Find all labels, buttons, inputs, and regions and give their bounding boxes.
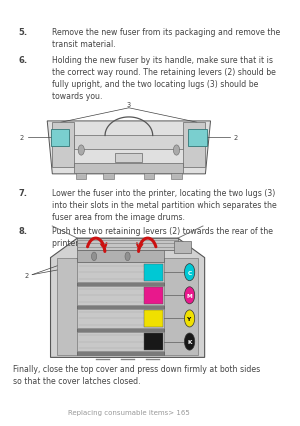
Text: Lower the fuser into the printer, locating the two lugs (3)
into their slots in : Lower the fuser into the printer, locati… xyxy=(52,188,276,222)
Polygon shape xyxy=(144,310,163,327)
Polygon shape xyxy=(77,332,164,351)
Circle shape xyxy=(184,333,195,350)
Polygon shape xyxy=(77,286,164,305)
Polygon shape xyxy=(188,130,207,147)
Polygon shape xyxy=(171,173,182,180)
Circle shape xyxy=(78,146,84,156)
Polygon shape xyxy=(144,287,163,304)
Polygon shape xyxy=(164,258,198,355)
Circle shape xyxy=(92,253,97,261)
Circle shape xyxy=(184,264,195,281)
Polygon shape xyxy=(77,239,178,250)
Text: 8.: 8. xyxy=(18,227,27,236)
Circle shape xyxy=(184,310,195,327)
Text: 3: 3 xyxy=(127,102,131,108)
Text: 2: 2 xyxy=(25,272,29,278)
Polygon shape xyxy=(57,258,77,355)
Polygon shape xyxy=(51,130,69,147)
Text: 6.: 6. xyxy=(18,55,27,64)
Polygon shape xyxy=(115,153,142,163)
Polygon shape xyxy=(77,263,164,282)
Polygon shape xyxy=(47,121,211,175)
Text: C: C xyxy=(188,270,192,275)
Text: 5.: 5. xyxy=(18,28,27,37)
Text: Y: Y xyxy=(188,316,192,321)
Polygon shape xyxy=(76,173,86,180)
Polygon shape xyxy=(144,264,163,281)
Polygon shape xyxy=(144,173,154,180)
Polygon shape xyxy=(50,239,205,357)
Polygon shape xyxy=(77,309,164,328)
Polygon shape xyxy=(144,333,163,350)
Polygon shape xyxy=(103,173,114,180)
Circle shape xyxy=(173,146,180,156)
Polygon shape xyxy=(175,241,191,253)
Text: K: K xyxy=(187,339,192,344)
Text: M: M xyxy=(187,293,193,298)
Circle shape xyxy=(125,253,130,261)
Text: Replacing consumable items> 165: Replacing consumable items> 165 xyxy=(68,409,190,415)
Circle shape xyxy=(184,287,195,304)
Polygon shape xyxy=(74,164,183,173)
Text: 2: 2 xyxy=(20,135,24,141)
Text: Holding the new fuser by its handle, make sure that it is
the correct way round.: Holding the new fuser by its handle, mak… xyxy=(52,55,275,101)
Polygon shape xyxy=(183,123,206,168)
Polygon shape xyxy=(52,123,74,168)
Text: Remove the new fuser from its packaging and remove the
transit material.: Remove the new fuser from its packaging … xyxy=(52,28,280,49)
Polygon shape xyxy=(74,136,183,150)
Text: 7.: 7. xyxy=(18,188,27,197)
Text: Finally, close the top cover and press down firmly at both sides
so that the cov: Finally, close the top cover and press d… xyxy=(13,364,260,386)
Text: 2: 2 xyxy=(234,135,238,141)
Polygon shape xyxy=(77,258,164,355)
Text: Push the two retaining levers (2) towards the rear of the
printer to lock the fu: Push the two retaining levers (2) toward… xyxy=(52,227,273,248)
Polygon shape xyxy=(77,250,164,263)
